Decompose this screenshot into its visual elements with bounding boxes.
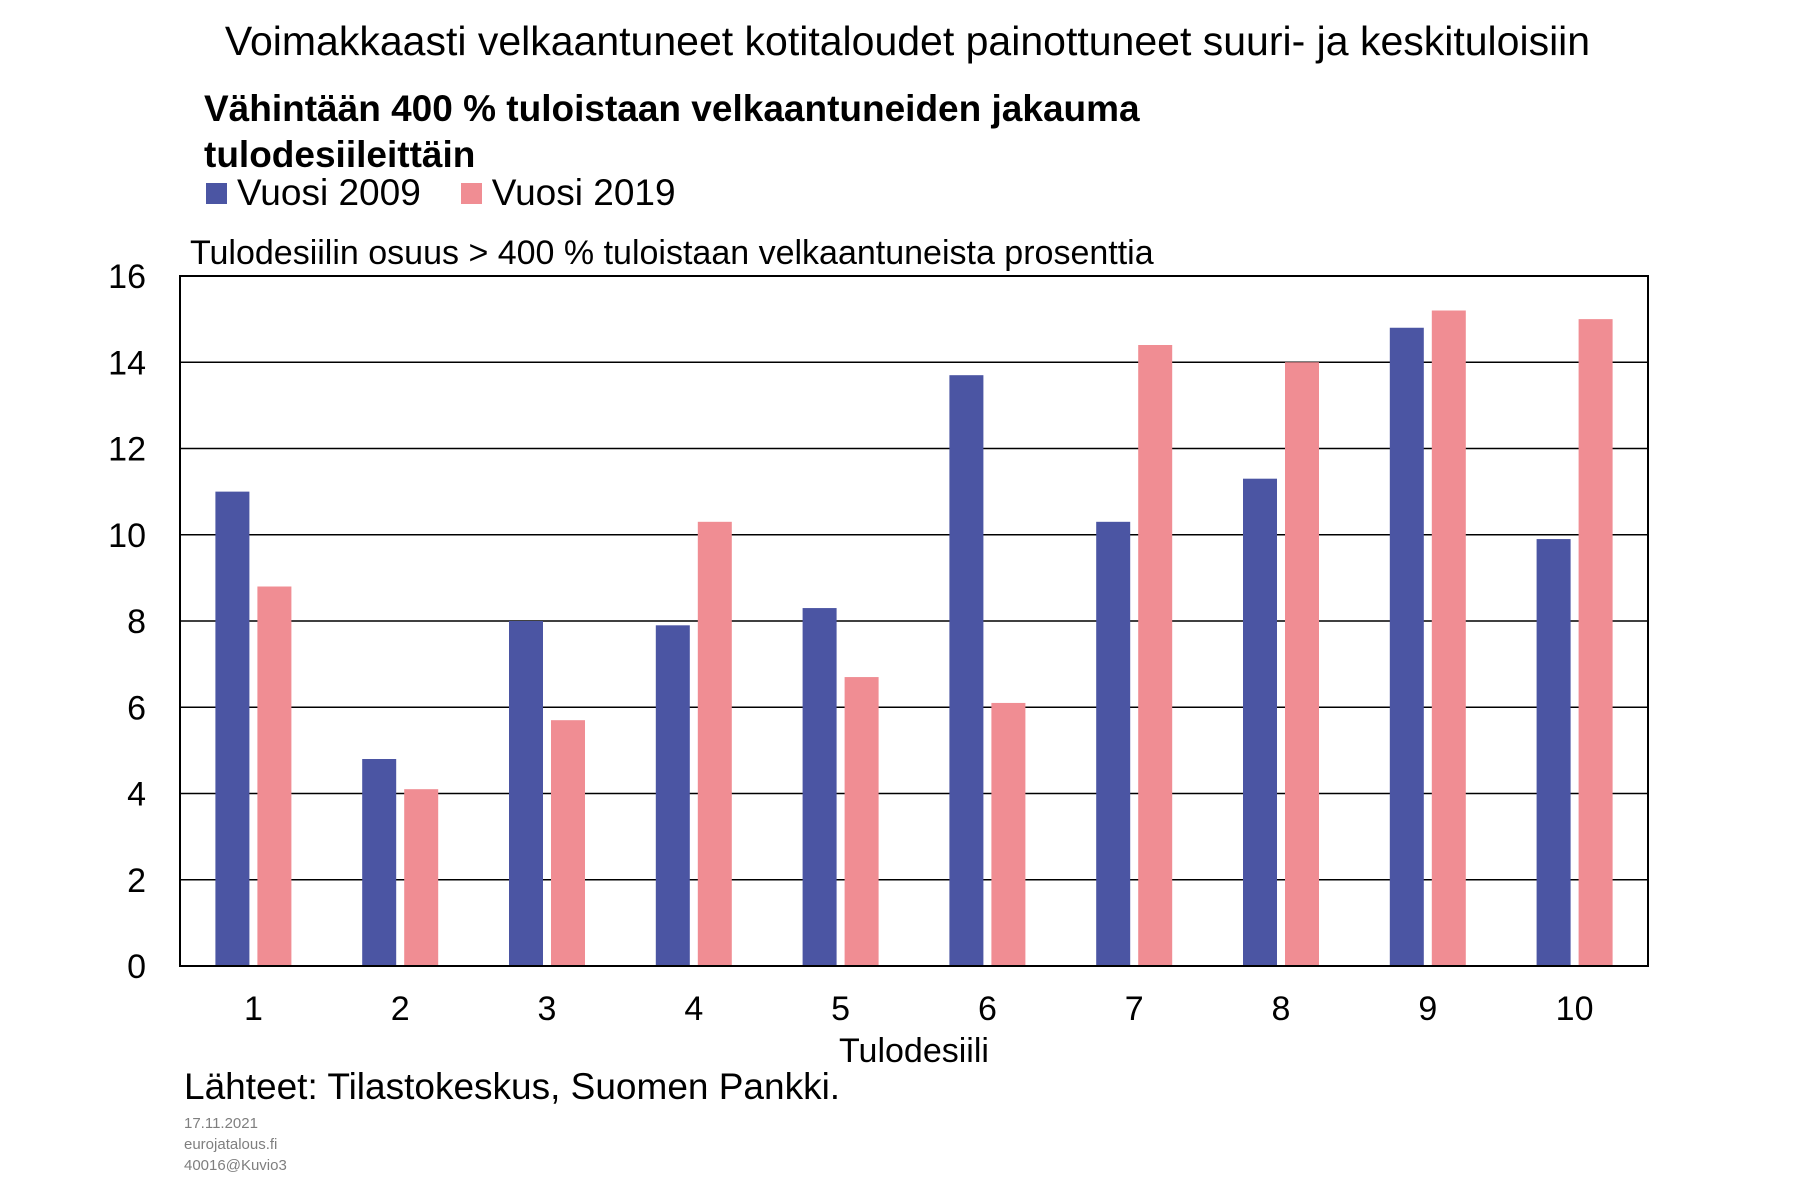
y-tick-label: 2: [127, 862, 146, 900]
footer-code: 40016@Kuvio3: [184, 1157, 287, 1174]
bar-2019-decile-5: [844, 677, 879, 966]
x-tick-label: 6: [978, 990, 997, 1028]
y-tick-label: 6: [127, 689, 146, 727]
x-tick-label: 5: [831, 990, 850, 1028]
legend-label-2019: Vuosi 2019: [491, 172, 676, 213]
y-tick-label: 0: [127, 948, 146, 986]
bar-2019-decile-8: [1285, 362, 1319, 966]
y-axis-label: Tulodesiilin osuus > 400 % tuloistaan ve…: [190, 234, 1154, 272]
x-tick-labels: 1 2 3 4 5 6 7 8 9 10: [244, 990, 1594, 1028]
bar-2009-decile-8: [1243, 478, 1277, 966]
bar-2019-decile-6: [991, 702, 1026, 966]
bar-2019-decile-10: [1578, 319, 1613, 966]
bar-2009-decile-4: [655, 625, 690, 966]
legend-item-2019: Vuosi 2019: [460, 172, 676, 214]
x-tick-label: 7: [1125, 990, 1144, 1028]
y-tick-label: 12: [108, 431, 146, 469]
x-tick-label: 9: [1418, 990, 1437, 1028]
legend-swatch-2019: [460, 182, 482, 204]
bar-2019-decile-7: [1138, 345, 1173, 966]
bar-2009-decile-6: [949, 375, 984, 966]
bar-2009-decile-2: [362, 759, 397, 966]
y-tick-label: 8: [127, 603, 146, 641]
gridlines: [180, 361, 1648, 881]
bar-2019-decile-3: [551, 720, 585, 966]
legend: Vuosi 2009 Vuosi 2019: [206, 170, 716, 216]
bar-2019-decile-2: [404, 789, 439, 966]
y-tick-label: 16: [108, 258, 146, 296]
y-tick-label: 4: [127, 776, 146, 814]
chart-subtitle: Vähintään 400 % tuloistaan velkaantuneid…: [204, 88, 1140, 175]
x-axis-label: Tulodesiili: [839, 1032, 989, 1070]
bar-2009-decile-1: [215, 491, 250, 966]
chart-title: Voimakkaasti velkaantuneet kotitaloudet …: [224, 18, 1591, 64]
bar-2009-decile-7: [1096, 521, 1131, 966]
y-tick-label: 10: [108, 517, 146, 555]
legend-label-2009: Vuosi 2009: [237, 172, 421, 213]
legend-item-2009: Vuosi 2009: [206, 172, 421, 214]
footer-date: 17.11.2021: [184, 1115, 258, 1132]
footer-site: eurojatalous.fi: [184, 1136, 278, 1153]
source-text: Lähteet: Tilastokeskus, Suomen Pankki.: [184, 1066, 841, 1107]
bars: [215, 310, 1613, 966]
legend-swatch-2009: [206, 182, 227, 204]
plot-frame: [179, 275, 1649, 967]
x-tick-label: 2: [391, 990, 410, 1028]
x-tick-label: 4: [684, 990, 703, 1028]
bar-2009-decile-9: [1389, 327, 1424, 966]
x-tick-label: 1: [244, 990, 263, 1028]
y-tick-label: 14: [108, 344, 146, 382]
bar-2019-decile-9: [1431, 310, 1466, 966]
x-tick-label: 10: [1556, 990, 1594, 1028]
x-tick-label: 3: [538, 990, 557, 1028]
bar-2009-decile-10: [1536, 539, 1571, 966]
y-tick-labels: 0 2 4 6 8 10 12 14 16: [108, 258, 146, 986]
bar-2019-decile-4: [697, 521, 732, 966]
x-tick-label: 8: [1272, 990, 1291, 1028]
bar-2009-decile-3: [509, 621, 543, 966]
bar-2019-decile-1: [257, 586, 292, 966]
bar-2009-decile-5: [802, 608, 837, 966]
